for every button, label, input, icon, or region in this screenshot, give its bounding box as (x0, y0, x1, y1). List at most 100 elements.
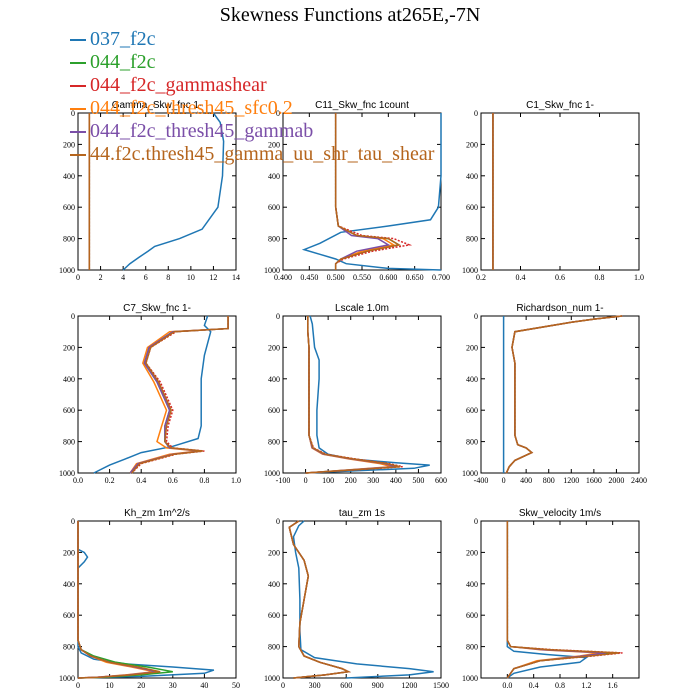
legend-label: 044_f2c_thresh45_gammab (90, 120, 314, 142)
x-tick-label: 30 (169, 681, 177, 690)
x-tick-label: 200 (345, 476, 357, 485)
y-tick-label: 1000 (59, 266, 75, 275)
panel-title: C1_Skw_fnc 1- (526, 100, 594, 111)
panel-5: Lscale 1.0m -100 0 100 200 300 400 500 600 0 200 40… (264, 303, 447, 485)
x-tick-label: 1200 (401, 681, 417, 690)
series-line-44.f2c.thresh45_gamma_uu_shr_tau_shear (305, 316, 401, 474)
y-tick-label: 200 (63, 343, 75, 352)
plot-frame (77, 520, 237, 679)
x-tick-label: 2400 (631, 476, 647, 485)
x-tick-label: 300 (367, 476, 379, 485)
y-tick-label: 0 (474, 109, 478, 118)
panel-title: Lscale 1.0m (335, 303, 389, 314)
y-tick-label: 200 (268, 140, 280, 149)
x-tick-label: 500 (412, 476, 424, 485)
series-line-044_f2c (288, 520, 351, 679)
x-tick-label: 4 (121, 273, 125, 282)
panel-1: Gamma_Skw_fnc 1- 0 2 4 6 8 10 12 14 0 200 400 600 800… (59, 100, 240, 282)
plot-frame (77, 112, 237, 271)
y-tick-label: 1000 (462, 674, 478, 683)
y-tick-label: 1000 (59, 469, 75, 478)
x-tick-label: 0 (76, 681, 80, 690)
y-tick-label: 200 (63, 140, 75, 149)
series-line-44.f2c.thresh45_gamma_uu_shr_tau_shear (131, 316, 229, 474)
x-tick-label: 0 (281, 681, 285, 690)
x-tick-label: 10 (106, 681, 114, 690)
x-tick-label: 1500 (433, 681, 449, 690)
panel-title: C7_Skw_fnc 1- (123, 303, 191, 314)
series-line-044_f2c_thresh45_sfc0.2 (505, 315, 623, 474)
x-tick-label: 6 (144, 273, 148, 282)
y-tick-label: 200 (63, 548, 75, 557)
series-line-044_f2c_thresh45_gammab (129, 316, 229, 474)
y-tick-label: 800 (268, 235, 280, 244)
y-tick-label: 600 (466, 406, 478, 415)
series-line-044_f2c_thresh45_sfc0.2 (288, 520, 351, 679)
x-tick-label: 0.650 (406, 273, 424, 282)
y-tick-label: 1000 (462, 266, 478, 275)
x-tick-label: 0.4 (516, 273, 526, 282)
x-tick-label: 0.0 (502, 681, 512, 690)
x-tick-label: 1.2 (581, 681, 591, 690)
y-tick-label: 200 (268, 343, 280, 352)
x-tick-label: 0.6 (168, 476, 178, 485)
panel-title: Gamma_Skw_fnc 1- (112, 100, 203, 111)
x-tick-label: 0.8 (595, 273, 605, 282)
panel-6: Richardson_num 1--400 0 400 800 1200 1600 2000… (462, 303, 647, 485)
y-tick-label: 600 (63, 611, 75, 620)
plot-frame (480, 112, 640, 271)
series-line-044_f2c (505, 315, 623, 474)
y-tick-label: 400 (466, 375, 478, 384)
plot-frame (480, 315, 640, 474)
legend: 037_f2c 044_f2c 044_f2c_gammashear 044_f2c_… (70, 28, 434, 166)
series-line-44.f2c.thresh45_gamma_uu_shr_tau_shear (77, 521, 161, 679)
x-tick-label: 0.2 (476, 273, 486, 282)
legend-swatch (70, 131, 86, 134)
panel-9: Skw_velocity 1m/s 0.0 0.4 0.8 1.2 1.6 0 200 400 6… (462, 508, 640, 690)
series-line-44.f2c.thresh45_gamma_uu_shr_tau_shear (288, 520, 351, 679)
x-tick-label: 0.450 (300, 273, 318, 282)
x-tick-label: 0.6 (555, 273, 565, 282)
y-tick-label: 400 (268, 375, 280, 384)
legend-entry: 037_f2c (70, 28, 434, 51)
x-tick-label: 300 (309, 681, 321, 690)
y-tick-label: 600 (268, 203, 280, 212)
y-tick-label: 200 (466, 140, 478, 149)
y-tick-label: 800 (466, 438, 478, 447)
series-line-44.f2c.thresh45_gamma_uu_shr_tau_shear (334, 113, 401, 270)
x-tick-label: 0.500 (327, 273, 345, 282)
y-tick-label: 600 (268, 611, 280, 620)
series-line-44.f2c.thresh45_gamma_uu_shr_tau_shear (506, 521, 620, 679)
x-tick-label: 2000 (608, 476, 624, 485)
y-tick-label: 1000 (264, 674, 280, 683)
y-tick-label: 400 (466, 172, 478, 181)
x-tick-label: 14 (232, 273, 240, 282)
x-tick-label: 10 (187, 273, 195, 282)
x-tick-label: 0.550 (353, 273, 371, 282)
legend-entry: 044_f2c_gammashear (70, 74, 434, 97)
series-line-044_f2c_gammashear (305, 316, 403, 474)
x-tick-label: 0.2 (105, 476, 115, 485)
legend-entry: 44.f2c.thresh45_gamma_uu_shr_tau_shear (70, 143, 434, 166)
panel-7: Kh_zm 1m^2/s 0 10 20 30 40 50 0 200 400 600 800 1000 (59, 508, 240, 690)
y-tick-label: 800 (63, 643, 75, 652)
series-line-037_f2c (93, 315, 212, 474)
x-tick-label: 0.400 (274, 273, 292, 282)
legend-entry: 044_f2c (70, 51, 434, 74)
panel-8: tau_zm 1s 0 300 600 900 1200 1500 0 200 400 600 800… (264, 508, 449, 690)
series-line-037_f2c (77, 521, 215, 679)
x-tick-label: 12 (209, 273, 217, 282)
y-tick-label: 800 (466, 643, 478, 652)
y-tick-label: 1000 (462, 469, 478, 478)
y-tick-label: 200 (466, 548, 478, 557)
x-tick-label: 1600 (586, 476, 602, 485)
y-tick-label: 1000 (264, 266, 280, 275)
x-tick-label: 400 (520, 476, 532, 485)
x-tick-label: 50 (232, 681, 240, 690)
x-tick-label: 100 (322, 476, 334, 485)
y-tick-label: 800 (268, 643, 280, 652)
y-tick-label: 0 (71, 109, 75, 118)
x-tick-label: 0.600 (379, 273, 397, 282)
x-tick-label: 0.700 (432, 273, 450, 282)
x-tick-label: 600 (340, 681, 352, 690)
